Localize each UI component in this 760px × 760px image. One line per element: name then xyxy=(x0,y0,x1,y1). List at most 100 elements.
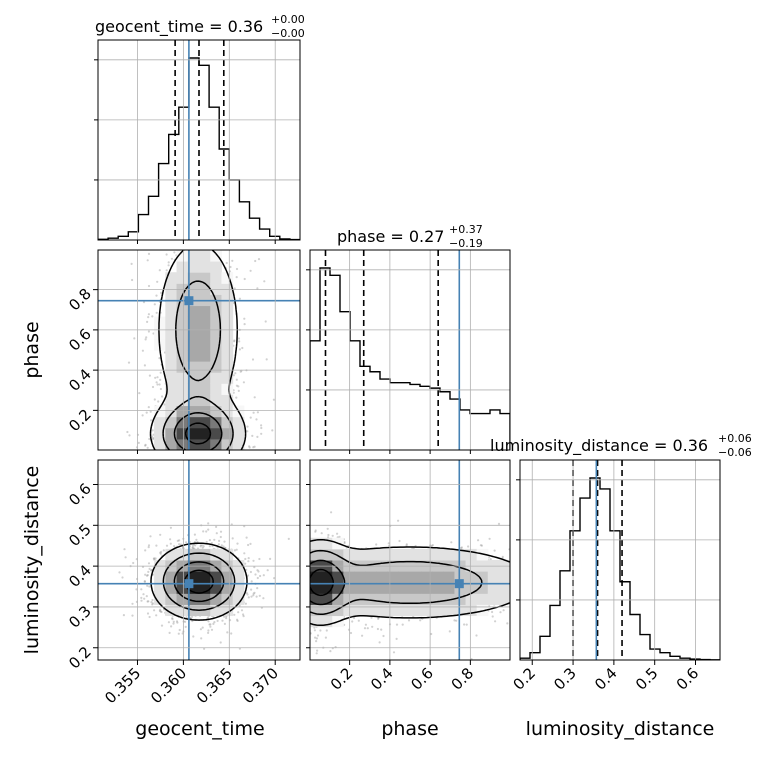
sample-point xyxy=(175,620,179,623)
density-cell xyxy=(210,593,222,605)
density-cell xyxy=(210,582,222,594)
title-luminosity-distance-upper: +0.06 xyxy=(718,432,752,445)
density-cell xyxy=(332,604,344,617)
sample-point xyxy=(349,631,353,635)
density-cell xyxy=(221,372,234,384)
density-cell xyxy=(187,316,200,329)
sample-point xyxy=(192,635,195,638)
sample-point xyxy=(238,604,241,607)
sample-point xyxy=(200,637,203,640)
density-cell xyxy=(221,361,234,373)
density-cell xyxy=(154,405,166,418)
density-cell xyxy=(232,593,245,605)
density-cell xyxy=(176,316,189,329)
density-cell xyxy=(332,593,344,605)
sample-point xyxy=(168,631,171,635)
ytick-label-luminosity_distance-2: 0.4 xyxy=(65,561,95,591)
sample-point xyxy=(203,647,206,650)
density-cell xyxy=(187,250,200,262)
density-cell xyxy=(176,405,189,418)
density-cell xyxy=(454,548,467,561)
sample-point xyxy=(141,414,144,417)
contour-level-1 xyxy=(162,280,234,450)
density-cell xyxy=(210,316,222,329)
sample-point xyxy=(208,623,211,626)
sample-point xyxy=(253,566,256,569)
sample-point xyxy=(256,435,259,438)
density-cell xyxy=(354,582,367,594)
sample-point xyxy=(407,619,411,622)
density-cell xyxy=(187,338,200,351)
density-cell xyxy=(165,571,178,583)
sample-point xyxy=(165,253,168,256)
sample-point xyxy=(378,641,381,644)
density-cell xyxy=(165,394,178,407)
sample-point xyxy=(160,624,164,627)
sample-point xyxy=(205,530,208,533)
sample-point xyxy=(233,613,236,616)
density-cell xyxy=(221,338,234,351)
density-cell xyxy=(476,571,489,583)
sample-point xyxy=(148,585,151,588)
density-cell xyxy=(421,593,433,605)
density-cell xyxy=(343,548,355,561)
density-cell xyxy=(487,571,500,583)
sample-point xyxy=(219,530,223,533)
sample-point xyxy=(254,259,257,263)
sample-point xyxy=(395,623,399,626)
sample-point xyxy=(248,446,251,449)
panel-frame-phase-geocent_time xyxy=(97,249,301,451)
panel-frame-geocent_time-geocent_time xyxy=(97,39,301,241)
xtick-label-luminosity_distance-4: 0.6 xyxy=(673,664,703,694)
sample-point xyxy=(220,544,223,547)
density-cell xyxy=(410,582,422,594)
sample-point xyxy=(151,429,154,432)
density-cell xyxy=(221,416,234,429)
sample-point xyxy=(148,437,151,441)
density-cell xyxy=(199,416,211,429)
hist-panel-luminosity_distance xyxy=(520,460,720,660)
sample-point xyxy=(162,549,165,552)
sample-point xyxy=(123,548,126,551)
contour-level-2 xyxy=(173,412,223,450)
sample-point xyxy=(331,534,334,537)
density-cell xyxy=(421,548,433,561)
density-cell xyxy=(387,582,400,594)
density-cell xyxy=(454,593,467,605)
sample-point xyxy=(287,537,290,541)
sample-point xyxy=(363,627,367,630)
sample-point xyxy=(167,621,170,624)
sample-point xyxy=(243,552,246,555)
sample-point xyxy=(159,552,162,555)
density-cell xyxy=(321,582,333,594)
sample-point xyxy=(314,530,317,533)
sample-point xyxy=(217,543,220,546)
sample-point xyxy=(159,610,162,613)
sample-point xyxy=(401,623,404,626)
density-cell xyxy=(165,383,178,395)
sample-point xyxy=(453,619,456,622)
xtick-label-luminosity_distance-1: 0.3 xyxy=(550,664,580,694)
sample-point xyxy=(147,546,150,549)
density-cell xyxy=(210,372,222,384)
density-cell xyxy=(498,582,510,594)
density-cell xyxy=(165,327,178,340)
density-cell xyxy=(487,593,500,605)
sample-point xyxy=(247,596,250,599)
density-cell xyxy=(398,548,411,561)
sample-point xyxy=(153,303,156,306)
density-cell xyxy=(176,438,189,450)
sample-point xyxy=(147,316,150,319)
sample-point xyxy=(219,641,222,644)
density-cell xyxy=(365,571,378,583)
sample-point xyxy=(475,634,478,637)
density-cell xyxy=(187,272,200,284)
sample-point xyxy=(233,287,236,290)
density-cell xyxy=(199,438,211,450)
density-cell xyxy=(176,372,189,384)
sample-point xyxy=(151,598,154,602)
sample-point xyxy=(193,533,196,536)
density-cell xyxy=(410,593,422,605)
sample-point xyxy=(241,346,244,350)
sample-point xyxy=(253,591,256,594)
